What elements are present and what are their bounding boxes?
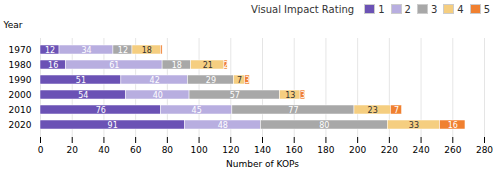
svg-text:2000: 2000 bbox=[9, 90, 32, 100]
html-text:5: 5 bbox=[483, 3, 490, 15]
svg-text:48: 48 bbox=[218, 121, 228, 130]
svg-text:0: 0 bbox=[38, 145, 44, 155]
svg-text:80: 80 bbox=[319, 121, 329, 130]
svg-text:2020: 2020 bbox=[9, 120, 32, 130]
svg-text:91: 91 bbox=[108, 121, 118, 130]
svg-text:57: 57 bbox=[230, 91, 240, 100]
svg-text:45: 45 bbox=[192, 106, 202, 115]
svg-text:240: 240 bbox=[412, 145, 429, 155]
svg-text:34: 34 bbox=[81, 46, 91, 55]
html-text:3: 3 bbox=[430, 3, 438, 15]
svg-text:280: 280 bbox=[476, 145, 493, 155]
svg-text:100: 100 bbox=[190, 145, 207, 155]
svg-text:1990: 1990 bbox=[9, 75, 32, 85]
svg-text:160: 160 bbox=[286, 145, 303, 155]
svg-text:18: 18 bbox=[172, 61, 182, 70]
svg-text:33: 33 bbox=[409, 121, 419, 130]
svg-text:16: 16 bbox=[48, 61, 58, 70]
svg-text:40: 40 bbox=[98, 145, 110, 155]
svg-text:60: 60 bbox=[130, 145, 142, 155]
svg-text:200: 200 bbox=[349, 145, 366, 155]
svg-text:7: 7 bbox=[237, 76, 242, 85]
svg-text:16: 16 bbox=[448, 121, 458, 130]
svg-text:220: 220 bbox=[381, 145, 398, 155]
svg-text:260: 260 bbox=[444, 145, 461, 155]
svg-text:Year: Year bbox=[3, 20, 23, 30]
svg-text:80: 80 bbox=[162, 145, 174, 155]
svg-text:21: 21 bbox=[203, 61, 213, 70]
svg-text:51: 51 bbox=[76, 76, 86, 85]
html-text:1: 1 bbox=[378, 3, 385, 15]
html-text:2: 2 bbox=[404, 3, 411, 15]
svg-text:1970: 1970 bbox=[9, 45, 32, 55]
svg-text:140: 140 bbox=[254, 145, 271, 155]
svg-text:3: 3 bbox=[300, 91, 305, 100]
svg-text:12: 12 bbox=[45, 46, 55, 55]
svg-text:18: 18 bbox=[142, 46, 152, 55]
svg-text:29: 29 bbox=[206, 76, 216, 85]
html-text:4: 4 bbox=[457, 3, 464, 15]
svg-text:180: 180 bbox=[317, 145, 334, 155]
svg-text:54: 54 bbox=[78, 91, 88, 100]
svg-text:7: 7 bbox=[394, 106, 399, 115]
svg-text:23: 23 bbox=[368, 106, 378, 115]
svg-text:76: 76 bbox=[96, 106, 106, 115]
svg-text:1980: 1980 bbox=[9, 60, 32, 70]
html-text:Visual Impact Rating: Visual Impact Rating bbox=[251, 3, 355, 15]
svg-text:12: 12 bbox=[118, 46, 128, 55]
svg-text:20: 20 bbox=[66, 145, 78, 155]
svg-text:61: 61 bbox=[109, 61, 119, 70]
svg-text:3: 3 bbox=[245, 76, 250, 85]
svg-text:42: 42 bbox=[150, 76, 160, 85]
svg-text:77: 77 bbox=[288, 106, 298, 115]
svg-text:120: 120 bbox=[222, 145, 239, 155]
svg-text:Number of KOPs: Number of KOPs bbox=[226, 159, 299, 169]
svg-text:40: 40 bbox=[153, 91, 163, 100]
svg-text:13: 13 bbox=[285, 91, 295, 100]
svg-text:2010: 2010 bbox=[9, 105, 32, 115]
svg-text:2: 2 bbox=[223, 61, 228, 70]
